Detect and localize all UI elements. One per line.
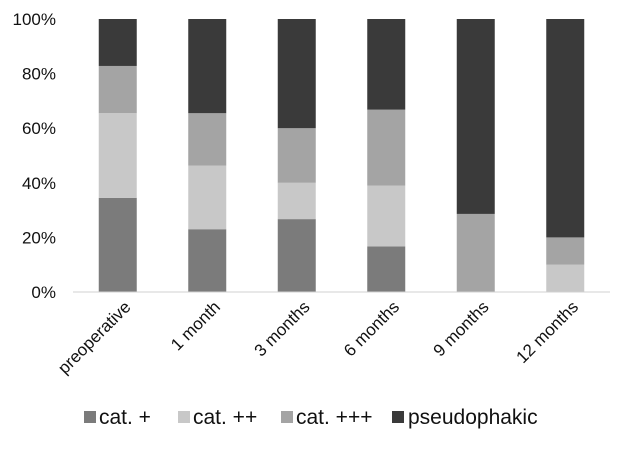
bar-segment-cat-2 bbox=[277, 128, 316, 183]
bar-segment-cat-2 bbox=[277, 182, 316, 220]
y-tick-label: 40% bbox=[22, 174, 56, 193]
legend-label: cat. ++ bbox=[193, 406, 257, 429]
x-tick-label: preoperative bbox=[54, 297, 134, 377]
x-tick-label: 6 months bbox=[340, 297, 403, 360]
x-axis: preoperative 1 month 3 months 6 months 9 mon… bbox=[54, 291, 610, 378]
x-tick-label: 1 month bbox=[167, 297, 224, 354]
legend-swatch bbox=[392, 411, 404, 423]
legend-label: cat. +++ bbox=[296, 406, 372, 429]
bar-segment-cat-2 bbox=[277, 219, 316, 292]
bar-segment-cat-0 bbox=[98, 65, 137, 114]
y-tick-label: 100% bbox=[13, 10, 56, 29]
bar-segment-cat-5 bbox=[546, 237, 585, 265]
bar-segment-pseudophakic-2 bbox=[277, 19, 316, 129]
bar-segment-pseudophakic-4 bbox=[456, 19, 495, 214]
legend-swatch bbox=[84, 411, 96, 423]
bar-segment-cat-4 bbox=[456, 213, 495, 292]
legend-label: pseudophakic bbox=[408, 406, 538, 429]
legend-swatch bbox=[178, 411, 190, 423]
legend-swatch bbox=[281, 411, 293, 423]
y-tick-label: 60% bbox=[22, 119, 56, 138]
bar-segment-cat-0 bbox=[98, 113, 137, 198]
y-tick-label: 80% bbox=[22, 65, 56, 84]
bar-segment-pseudophakic-5 bbox=[546, 19, 585, 238]
bar-segment-cat-0 bbox=[98, 197, 137, 292]
bar-segment-cat-3 bbox=[367, 246, 406, 292]
x-tick-label: 3 months bbox=[251, 297, 314, 360]
bar-segment-cat-3 bbox=[367, 109, 406, 186]
bar-segment-cat-5 bbox=[546, 264, 585, 292]
bar-segment-pseudophakic-1 bbox=[188, 19, 227, 114]
bar-segment-cat-1 bbox=[188, 165, 227, 230]
y-tick-label: 0% bbox=[31, 283, 56, 302]
y-axis: 0% 20% 40% 60% 80% 100% bbox=[13, 10, 56, 302]
bar-segment-cat-1 bbox=[188, 229, 227, 292]
legend: cat. + cat. ++ cat. +++ pseudophakic bbox=[84, 406, 538, 429]
x-tick-label: 12 months bbox=[513, 297, 583, 367]
y-tick-label: 20% bbox=[22, 228, 56, 247]
x-tick-label: 9 months bbox=[430, 297, 493, 360]
plot-area bbox=[98, 19, 585, 292]
bar-segment-cat-3 bbox=[367, 185, 406, 247]
legend-label: cat. + bbox=[99, 406, 151, 429]
bar-segment-pseudophakic-0 bbox=[98, 19, 137, 66]
bar-segment-pseudophakic-3 bbox=[367, 19, 406, 110]
bar-segment-cat-1 bbox=[188, 113, 227, 166]
